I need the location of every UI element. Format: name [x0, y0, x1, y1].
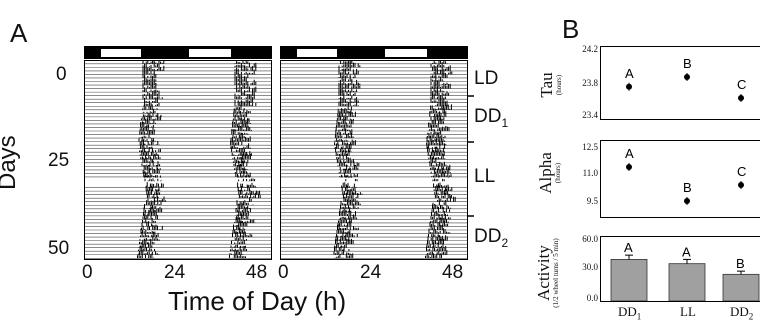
y-axis-label: Days — [0, 135, 21, 190]
point-label-DD1: A — [625, 146, 634, 161]
bar-label-DD1: A — [624, 240, 633, 255]
tau-tick-mid: 23.8 — [582, 78, 598, 88]
tau-plot-frame: A B C — [600, 46, 760, 120]
tau-tick-low: 23.4 — [582, 110, 598, 120]
actogram-right-plot — [281, 61, 467, 259]
tau-plot: A B C — [625, 56, 746, 102]
tau-tick-high: 24.2 — [582, 44, 598, 54]
alpha-plot: A B C — [625, 146, 746, 205]
tau-axis-label: Tau (hours) — [537, 72, 563, 98]
bar-label-DD2: B — [736, 256, 745, 271]
actogram-left — [84, 60, 272, 260]
x-tick-48: 48 — [246, 262, 268, 283]
category-ll: LL — [680, 304, 696, 319]
point-label-LL: B — [683, 180, 692, 195]
activity-axis-label: Activity (1/2 wheel turns / 5 min) — [534, 238, 560, 308]
actogram-right — [280, 60, 468, 260]
activity-plot-frame: A A B — [600, 236, 760, 302]
point-LL — [684, 73, 690, 81]
activity-plot: A A B — [610, 240, 760, 302]
panel-a-letter: A — [10, 18, 28, 48]
alpha-tick-mid: 11.0 — [582, 168, 598, 178]
point-DD2 — [738, 94, 744, 102]
point-label-DD2: C — [737, 164, 746, 179]
alpha-plot-frame: A B C — [600, 140, 760, 218]
point-DD1 — [626, 163, 632, 171]
x-tick-24-right: 24 — [360, 262, 382, 283]
category-dd2: DD2 — [730, 304, 754, 322]
panel-b-letter: B — [562, 14, 580, 44]
phase-dd2: DD2 — [474, 226, 509, 250]
alpha-tick-high: 12.5 — [582, 142, 598, 152]
point-DD1 — [626, 82, 632, 91]
point-LL — [684, 197, 690, 205]
bar-LL — [668, 263, 706, 302]
x-tick-0-right: 0 — [278, 262, 289, 283]
light-dark-bar-left — [84, 46, 272, 59]
phase-dd1: DD1 — [474, 106, 509, 130]
light-dark-bar-right — [280, 46, 468, 59]
y-tick-50: 50 — [48, 238, 70, 259]
x-tick-24: 24 — [164, 262, 186, 283]
point-label-LL: B — [683, 56, 692, 71]
phase-ld: LD — [474, 68, 499, 89]
point-label-DD2: C — [737, 77, 746, 92]
activity-tick-mid: 30.0 — [582, 262, 598, 272]
y-tick-25: 25 — [48, 150, 70, 171]
bar-DD2 — [722, 273, 760, 302]
category-dd1: DD1 — [618, 304, 642, 322]
bar-DD1 — [610, 258, 648, 302]
point-DD2 — [738, 181, 744, 189]
alpha-tick-low: 9.5 — [586, 196, 598, 206]
activity-tick-high: 60.0 — [582, 234, 598, 244]
activity-tick-low: 0.0 — [586, 293, 598, 303]
alpha-axis-label: Alpha (hours) — [536, 152, 562, 194]
x-tick-0: 0 — [82, 262, 93, 283]
point-label-DD1: A — [625, 66, 634, 81]
y-tick-0: 0 — [56, 64, 67, 85]
x-tick-48-right: 48 — [442, 262, 464, 283]
actogram-left-plot — [85, 61, 271, 259]
bar-label-LL: A — [682, 244, 691, 259]
phase-bracket — [467, 95, 474, 217]
x-axis-label: Time of Day (h) — [168, 286, 347, 316]
phase-ll: LL — [474, 166, 496, 187]
